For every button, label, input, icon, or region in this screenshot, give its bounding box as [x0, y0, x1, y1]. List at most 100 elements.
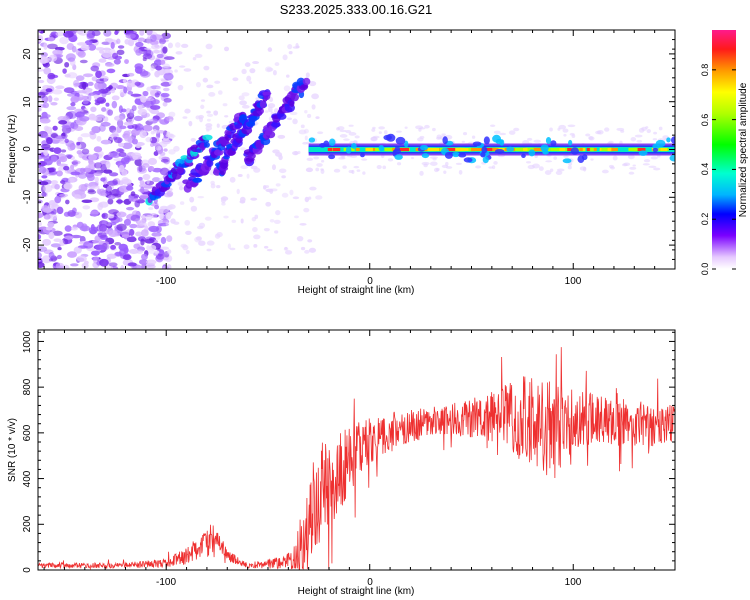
- chart-title: S233.2025.333.00.16.G21: [280, 2, 433, 17]
- noise-blob: [642, 163, 650, 166]
- noise-blob: [95, 78, 106, 84]
- noise-blob: [166, 190, 174, 197]
- carrier-hot-segment: [492, 147, 499, 152]
- noise-blob: [158, 213, 164, 220]
- carrier-blob: [404, 140, 409, 148]
- noise-blob: [161, 266, 170, 269]
- noise-blob: [286, 74, 290, 78]
- noise-blob: [93, 94, 99, 99]
- noise-blob: [563, 155, 569, 158]
- noise-blob: [40, 52, 48, 58]
- noise-blob: [123, 247, 129, 254]
- noise-blob: [122, 254, 132, 261]
- noise-blob: [378, 126, 385, 130]
- snr-x-tick-label: 100: [565, 577, 582, 588]
- noise-blob: [47, 43, 58, 50]
- noise-blob: [173, 221, 180, 225]
- noise-blob: [433, 167, 439, 173]
- noise-blob: [42, 102, 50, 109]
- noise-blob: [42, 238, 52, 246]
- streak-blob: [290, 93, 299, 102]
- noise-blob: [162, 46, 168, 54]
- noise-blob: [155, 145, 162, 151]
- carrier-blob: [581, 154, 588, 161]
- noise-blob: [108, 209, 119, 215]
- noise-blob: [272, 69, 277, 76]
- noise-blob: [154, 92, 160, 98]
- noise-blob: [40, 161, 47, 167]
- noise-blob: [87, 81, 94, 86]
- carrier-hot-segment: [660, 147, 668, 152]
- noise-blob: [304, 196, 310, 203]
- noise-blob: [410, 156, 415, 160]
- noise-blob: [307, 113, 312, 119]
- noise-blob: [658, 126, 663, 131]
- noise-blob: [292, 196, 300, 200]
- carrier-hot-segment: [614, 147, 618, 152]
- noise-blob: [67, 57, 75, 62]
- noise-blob: [50, 180, 59, 185]
- streak-blob: [192, 177, 203, 183]
- noise-blob: [42, 133, 49, 139]
- snr-series-line: [38, 347, 675, 570]
- noise-blob: [223, 215, 229, 219]
- noise-blob: [636, 139, 643, 143]
- noise-blob: [590, 158, 594, 161]
- noise-blob: [253, 167, 261, 173]
- noise-blob: [168, 111, 176, 118]
- noise-blob: [292, 151, 299, 156]
- noise-blob: [101, 107, 107, 112]
- noise-blob: [103, 169, 113, 174]
- noise-blob: [376, 165, 382, 170]
- spectrogram-axis-ticks: [38, 29, 676, 270]
- noise-blob: [153, 151, 159, 157]
- noise-blob: [130, 214, 141, 222]
- noise-blob: [131, 129, 141, 136]
- noise-blob: [135, 48, 142, 56]
- carrier-hot-segment: [511, 147, 524, 152]
- noise-blob: [237, 173, 243, 177]
- noise-blob: [95, 244, 104, 251]
- noise-blob: [48, 199, 56, 206]
- noise-blob: [249, 68, 256, 74]
- noise-blob: [147, 157, 158, 165]
- noise-blob: [643, 159, 651, 163]
- noise-blob: [131, 124, 138, 130]
- noise-blob: [351, 169, 355, 174]
- noise-blob: [223, 46, 230, 52]
- noise-blob: [89, 130, 96, 135]
- noise-blob: [299, 222, 307, 226]
- carrier-blob: [421, 153, 430, 159]
- noise-blob: [88, 43, 97, 51]
- carrier-blob: [550, 140, 557, 147]
- noise-blob: [436, 134, 442, 139]
- noise-blob: [184, 219, 191, 226]
- noise-blob: [616, 127, 625, 131]
- noise-blob: [70, 102, 76, 107]
- carrier-blob: [506, 146, 515, 152]
- noise-blob: [74, 111, 85, 118]
- noise-blob: [64, 225, 72, 232]
- noise-blob: [183, 68, 192, 72]
- carrier-blob: [444, 151, 453, 159]
- carrier-blob: [480, 152, 486, 158]
- noise-blob: [160, 158, 169, 163]
- noise-blob: [83, 241, 94, 249]
- noise-blob: [151, 232, 162, 237]
- noise-blob: [185, 249, 190, 255]
- noise-blob: [304, 110, 308, 114]
- noise-blob: [99, 258, 109, 267]
- carrier-hot-segment: [327, 147, 333, 152]
- noise-blob: [627, 154, 635, 160]
- noise-blob: [62, 68, 67, 74]
- noise-blob: [471, 135, 476, 139]
- noise-blob: [140, 238, 145, 246]
- noise-blob: [89, 210, 100, 215]
- noise-blob: [54, 195, 62, 204]
- noise-blob: [289, 189, 294, 196]
- noise-blob: [138, 176, 143, 181]
- noise-blob: [108, 229, 118, 238]
- noise-blob: [418, 128, 422, 132]
- noise-blob: [214, 80, 221, 84]
- noise-blob: [239, 100, 247, 106]
